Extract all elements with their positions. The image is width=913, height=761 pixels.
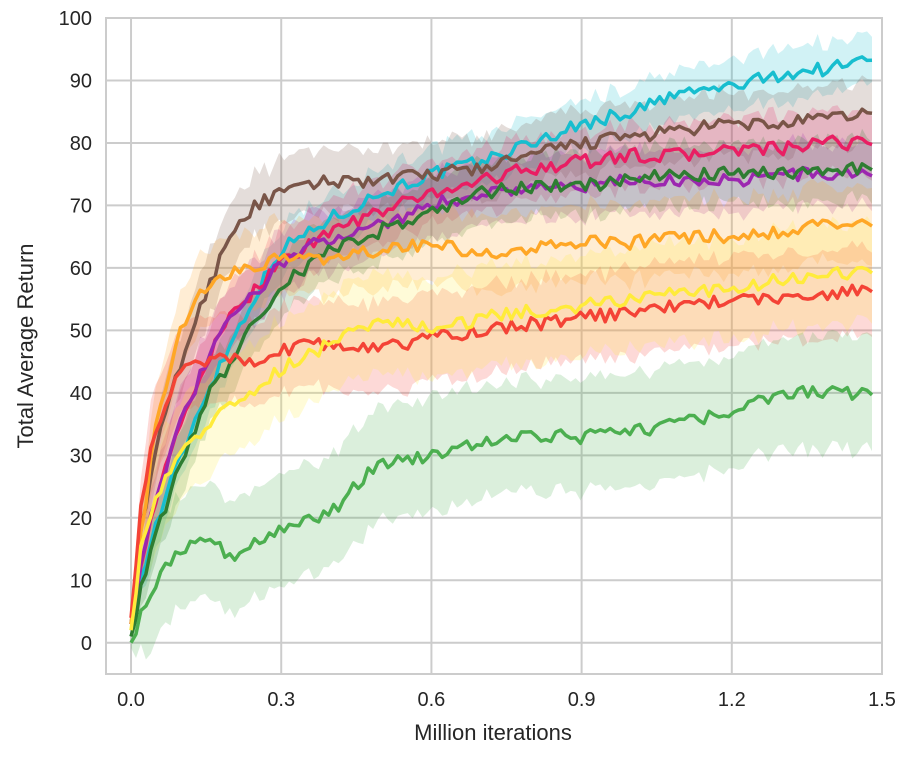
y-tick-label: 70 [70, 195, 92, 217]
plot-frame [105, 17, 883, 675]
series-band [131, 216, 872, 637]
grid [106, 17, 883, 674]
x-axis-label: Million iterations [414, 720, 572, 745]
series-band [131, 105, 872, 623]
x-tick-label: 0.0 [117, 689, 145, 711]
series-lines [129, 55, 874, 644]
x-tick-labels: 0.0 0.3 0.6 0.9 1.2 1.5 [117, 689, 896, 711]
series-band [131, 178, 872, 633]
series-line [129, 55, 873, 631]
y-tick-label: 50 [70, 320, 92, 342]
y-tick-labels: 0 10 20 30 40 50 60 70 80 90 100 [59, 8, 92, 655]
series-band [131, 31, 872, 638]
y-tick-label: 100 [59, 8, 92, 30]
x-tick-label: 0.3 [267, 689, 295, 711]
y-tick-label: 90 [70, 70, 92, 92]
series-line [129, 165, 873, 625]
series-band [131, 240, 872, 626]
series-line [129, 265, 874, 631]
x-tick-label: 1.2 [718, 689, 746, 711]
y-tick-label: 80 [70, 133, 92, 155]
series-line [129, 161, 873, 637]
x-tick-label: 0.6 [418, 689, 446, 711]
y-tick-label: 30 [70, 445, 92, 467]
x-tick-label: 0.9 [568, 689, 596, 711]
series-line [129, 218, 873, 625]
series-line [129, 134, 873, 619]
y-axis-label: Total Average Return [13, 243, 38, 448]
y-tick-label: 60 [70, 258, 92, 280]
x-tick-label: 1.5 [868, 689, 896, 711]
plot-area [106, 18, 882, 674]
series-line [129, 107, 873, 625]
series-band [131, 329, 872, 660]
series-line [129, 283, 873, 618]
y-tick-label: 20 [70, 508, 92, 530]
series-band [131, 75, 872, 631]
y-tick-label: 0 [81, 633, 92, 655]
y-tick-label: 10 [70, 570, 92, 592]
series-line [129, 384, 874, 644]
y-tick-label: 40 [70, 383, 92, 405]
